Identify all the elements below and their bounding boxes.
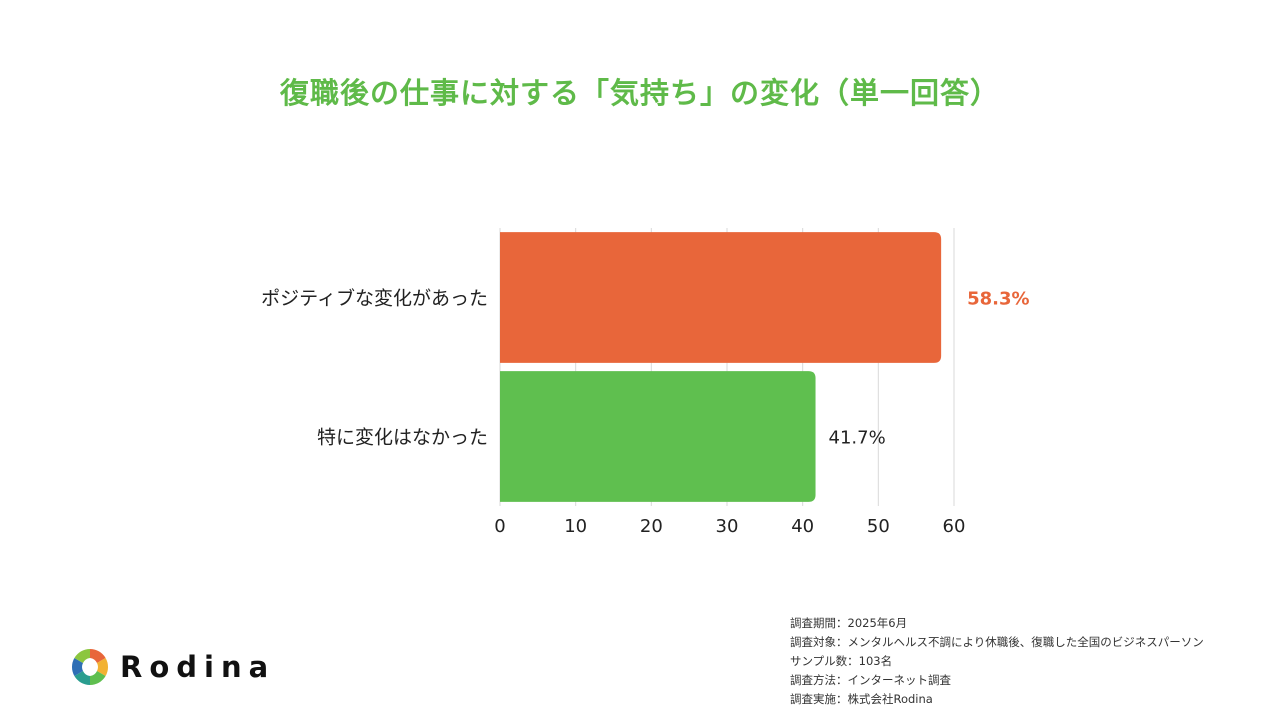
logo-text: Rodina: [120, 650, 276, 684]
rodina-logo: Rodina: [70, 646, 275, 688]
note-period: 調査期間：2025年6月: [790, 616, 908, 630]
x-tick-label: 30: [716, 516, 739, 537]
note-sample-size: サンプル数：103名: [790, 654, 893, 668]
chart-title: 復職後の仕事に対する「気持ち」の変化（単一回答）: [279, 76, 1000, 110]
x-tick-label: 0: [494, 516, 505, 537]
x-axis-tick-labels: 0 10 20 30 40 50 60: [494, 516, 965, 537]
x-tick-label: 10: [564, 516, 587, 537]
note-conducted-by: 調査実施：株式会社Rodina: [790, 692, 933, 706]
value-label: 58.3%: [967, 289, 1029, 310]
x-tick-label: 50: [867, 516, 890, 537]
note-method: 調査方法：インターネット調査: [790, 673, 951, 687]
aperture-logo-icon: [71, 649, 109, 685]
category-label: ポジティブな変化があった: [261, 287, 488, 310]
category-label: 特に変化はなかった: [317, 427, 488, 449]
x-tick-label: 20: [640, 516, 663, 537]
value-label: 41.7%: [829, 428, 886, 449]
x-tick-label: 60: [943, 516, 966, 537]
bar: [500, 232, 942, 363]
value-labels: 58.3% 41.7%: [829, 289, 1030, 449]
bars: [500, 232, 942, 502]
note-target: 調査対象：メンタルヘルス不調により休職後、復職した全国のビジネスパーソン: [790, 635, 1204, 649]
x-tick-label: 40: [791, 516, 814, 537]
bar: [500, 371, 816, 502]
survey-notes: 調査期間：2025年6月 調査対象：メンタルヘルス不調により休職後、復職した全国…: [790, 614, 1270, 709]
